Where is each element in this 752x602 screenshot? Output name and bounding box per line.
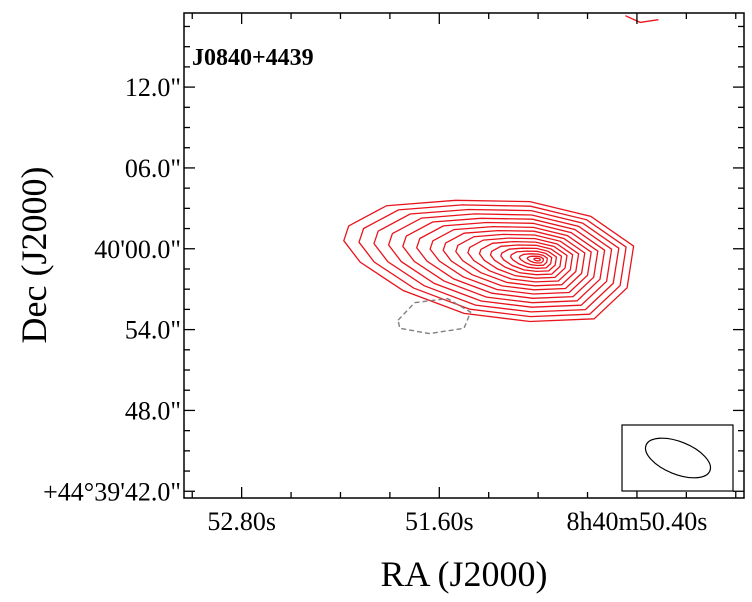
contour-level-7	[429, 225, 592, 295]
negative-contour	[397, 297, 472, 335]
x-tick-label: 8h40m50.40s	[567, 507, 708, 536]
contour-level-2	[358, 204, 627, 318]
beam-box	[621, 424, 734, 492]
contour-level-11	[478, 240, 568, 279]
contour-level-17	[533, 257, 541, 262]
source-label: J0840+4439	[192, 45, 314, 71]
contour-level-4	[387, 213, 613, 308]
plot-frame	[183, 12, 745, 499]
edge-contour-feature	[625, 15, 659, 24]
beam-ellipse	[644, 437, 712, 479]
x-tick-label: 52.80s	[207, 507, 276, 536]
axis-ticks	[184, 13, 744, 498]
y-tick-label: 40'00.0"	[94, 235, 181, 264]
contour-level-1	[343, 199, 635, 323]
contour-level-8	[442, 229, 586, 291]
x-tick-label: 51.60s	[405, 507, 474, 536]
y-tick-label: 12.0"	[125, 73, 181, 102]
contour-level-9	[455, 233, 580, 287]
y-tick-label: 06.0"	[125, 154, 181, 183]
beam-box-frame	[621, 424, 734, 492]
contour-level-12	[489, 244, 563, 276]
axis-tick-labels: 52.80s 51.60s 8h40m50.40s 12.0" 06.0" 40'00.0…	[43, 73, 707, 536]
contour-level-15	[518, 253, 549, 267]
contour-level-14	[509, 250, 553, 269]
contour-level-6	[415, 221, 599, 299]
contour-level-10	[467, 237, 574, 283]
contour-level-3	[373, 208, 620, 313]
x-axis-title: RA (J2000)	[380, 554, 547, 594]
y-tick-label: 54.0"	[125, 316, 181, 345]
y-axis-title: Dec (J2000)	[14, 167, 54, 344]
contour-level-5	[402, 217, 606, 304]
contour-level-13	[500, 247, 558, 273]
plot-content	[343, 15, 659, 335]
y-tick-label: 48.0"	[125, 396, 181, 425]
y-tick-label: +44°39'42.0"	[43, 477, 181, 506]
contour-level-16	[526, 255, 545, 264]
